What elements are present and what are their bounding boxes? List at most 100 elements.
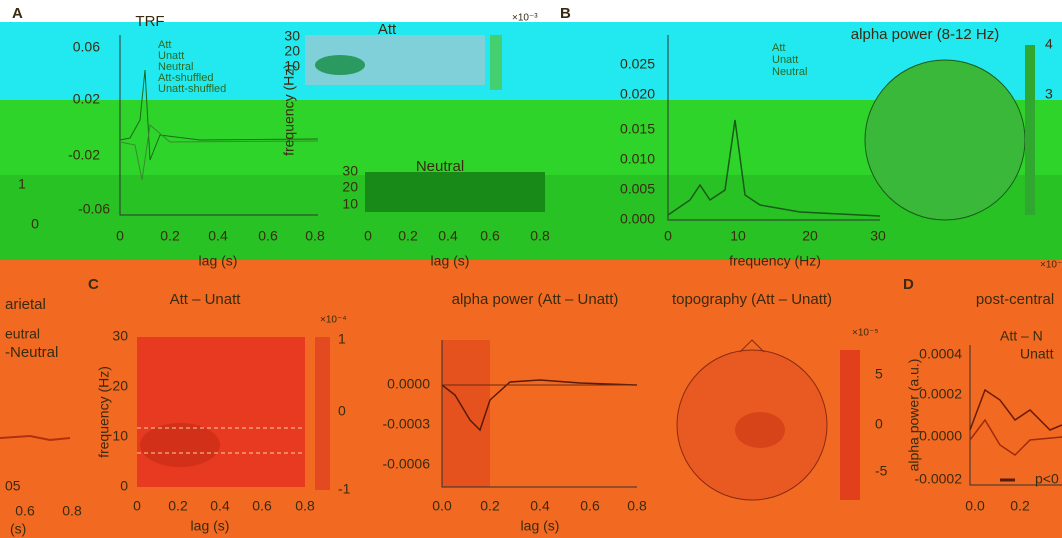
y-tick: 30 xyxy=(342,163,358,179)
x-label: lag (s) xyxy=(199,253,238,269)
legend: Unatt xyxy=(158,50,184,62)
y-tick: 0.0004 xyxy=(919,346,962,362)
y-tick: 0.0000 xyxy=(919,428,962,444)
x-label: lag (s) xyxy=(191,518,230,534)
fragment: arietal xyxy=(5,296,46,313)
legend: Att xyxy=(158,39,171,51)
legend: Att-shuffled xyxy=(158,72,213,84)
x-tick: 0 xyxy=(364,228,372,244)
y-tick: 30 xyxy=(284,28,300,44)
x-tick: 0.2 xyxy=(480,498,500,514)
colorbar-tick: 4 xyxy=(1045,36,1053,52)
title: alpha power (Att – Unatt) xyxy=(452,291,619,308)
title: TRF xyxy=(135,13,164,30)
y-tick: 0.015 xyxy=(620,121,655,137)
colorbar-exponent: ×10⁻³ xyxy=(512,13,538,24)
colorbar xyxy=(1025,45,1035,215)
x-label: frequency (Hz) xyxy=(729,253,821,269)
fragment: 05 xyxy=(5,478,21,494)
colorbar-exponent: ×10⁻⁵ xyxy=(852,328,878,339)
x-tick: 0.6 xyxy=(252,498,272,514)
fragment-line xyxy=(0,434,71,442)
fragment: (s) xyxy=(10,521,26,537)
side-tick: 1 xyxy=(18,176,26,192)
heatmap-blob xyxy=(315,55,365,75)
y-tick: 20 xyxy=(112,378,128,394)
spectrum-line xyxy=(667,119,881,217)
topo-blob xyxy=(735,412,785,448)
side-tick: 0 xyxy=(31,216,39,232)
title: topography (Att – Unatt) xyxy=(672,291,832,308)
fragment: 0.6 xyxy=(15,503,35,519)
heatmap xyxy=(365,172,545,212)
heatmap-blob xyxy=(140,423,220,467)
trf-line xyxy=(119,124,319,181)
colorbar xyxy=(490,35,502,90)
y-tick: 0.005 xyxy=(620,181,655,197)
head xyxy=(864,59,1026,221)
title: Att xyxy=(378,21,397,38)
y-tick: -0.0002 xyxy=(915,471,963,487)
x-tick: 0.8 xyxy=(295,498,315,514)
x-label: lag (s) xyxy=(521,518,560,534)
colorbar-tick: 3 xyxy=(1045,86,1053,102)
y-label: frequency (Hz) xyxy=(96,366,112,458)
y-tick: 20 xyxy=(284,43,300,59)
panel-letter: A xyxy=(12,5,23,22)
legend: Unatt xyxy=(1020,346,1054,362)
panel-letter: C xyxy=(88,276,99,293)
x-tick: 30 xyxy=(870,228,886,244)
x-tick: 10 xyxy=(730,228,746,244)
x-tick: 0.4 xyxy=(210,498,230,514)
fragment: eutral xyxy=(5,326,40,342)
x-tick: 0.6 xyxy=(258,228,278,244)
colorbar-tick: -1 xyxy=(338,481,351,497)
colorbar-tick: 5 xyxy=(875,366,883,382)
x-tick: 0.2 xyxy=(168,498,188,514)
title: post-central xyxy=(976,291,1054,308)
y-tick: 0.020 xyxy=(620,86,655,102)
y-tick: -0.06 xyxy=(78,201,110,217)
colorbar xyxy=(840,350,860,500)
title: Neutral xyxy=(416,158,464,175)
y-tick: 10 xyxy=(112,428,128,444)
x-label: lag (s) xyxy=(431,253,470,269)
x-tick: 0.8 xyxy=(305,228,325,244)
y-tick: -0.0003 xyxy=(383,416,431,432)
x-tick: 0.4 xyxy=(438,228,458,244)
y-tick: 0.000 xyxy=(620,211,655,227)
y-tick: -0.02 xyxy=(68,147,100,163)
x-tick: 0 xyxy=(133,498,141,514)
legend: Unatt xyxy=(772,54,798,66)
y-tick: -0.0006 xyxy=(383,456,431,472)
y-tick: 0.025 xyxy=(620,56,655,72)
y-label: frequency (Hz) xyxy=(281,64,297,156)
x-tick: 0.0 xyxy=(965,498,985,514)
x-tick: 0.8 xyxy=(627,498,647,514)
panel-letter: B xyxy=(560,5,571,22)
x-tick: 0.2 xyxy=(398,228,418,244)
y-tick: 0.02 xyxy=(73,91,100,107)
y-tick: 0.010 xyxy=(620,151,655,167)
annotation: p<0 xyxy=(1035,471,1059,487)
x-tick: 0.6 xyxy=(480,228,500,244)
y-tick: 0.06 xyxy=(73,39,100,55)
y-tick: 0.0002 xyxy=(919,386,962,402)
colorbar-tick: -5 xyxy=(875,463,888,479)
x-tick: 0.6 xyxy=(580,498,600,514)
axis xyxy=(667,35,880,221)
diff-line xyxy=(441,379,638,432)
x-tick: 0 xyxy=(664,228,672,244)
legend: Att xyxy=(772,42,785,54)
y-tick: 10 xyxy=(284,58,300,74)
axis xyxy=(969,345,1062,486)
x-tick: 0.4 xyxy=(208,228,228,244)
fragment: -Neutral xyxy=(5,344,58,361)
title: Att – Unatt xyxy=(170,291,242,308)
fragment: 0.8 xyxy=(62,503,82,519)
nose xyxy=(739,339,765,353)
y-label: alpha power (a.u.) xyxy=(906,359,922,472)
colorbar xyxy=(315,337,330,490)
x-tick: 0.4 xyxy=(530,498,550,514)
